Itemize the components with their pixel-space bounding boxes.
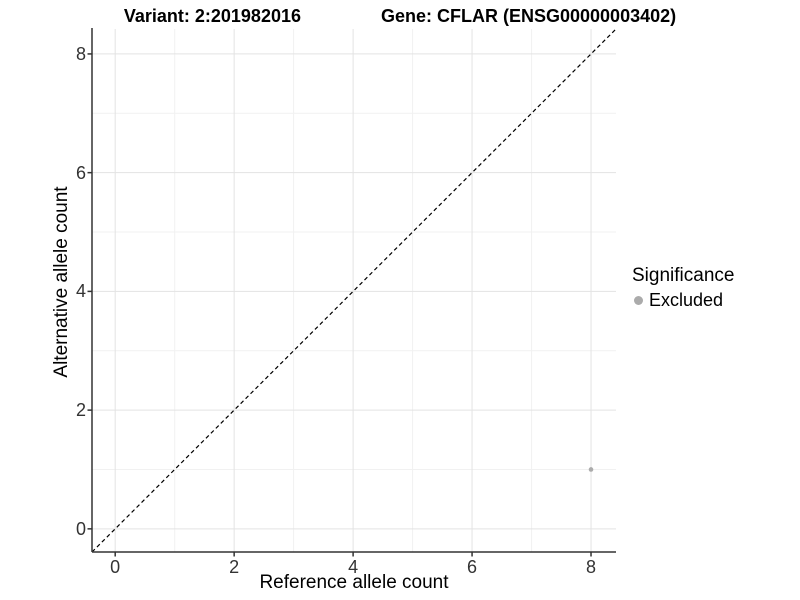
legend: Significance Excluded bbox=[632, 264, 734, 311]
x-tick-label: 8 bbox=[586, 557, 597, 577]
plot-panel bbox=[87, 28, 617, 557]
y-tick-label: 8 bbox=[75, 43, 86, 64]
x-axis-tick-labels: 0 2 4 6 8 bbox=[92, 557, 616, 577]
legend-item-label: Excluded bbox=[649, 290, 724, 310]
plot-title-variant: Variant: 2:201982016 bbox=[123, 6, 301, 26]
y-tick-label: 0 bbox=[75, 518, 86, 539]
y-axis-tick-labels: 0 2 4 6 8 bbox=[40, 29, 86, 552]
data-point-excluded bbox=[588, 467, 594, 472]
plot-area-svg bbox=[87, 28, 617, 557]
legend-point-icon bbox=[634, 295, 643, 305]
x-tick-label: 0 bbox=[110, 557, 121, 577]
x-tick-label: 6 bbox=[467, 557, 478, 577]
x-tick-label: 2 bbox=[229, 557, 240, 577]
identity-dashed-line bbox=[91, 28, 617, 553]
x-tick-label: 4 bbox=[348, 557, 359, 577]
y-tick-label: 6 bbox=[75, 162, 86, 183]
y-axis-title: Alternative allele count bbox=[51, 186, 72, 378]
plot-title-gene: Gene: CFLAR (ENSG00000003402) bbox=[381, 6, 677, 26]
legend-title: Significance bbox=[632, 265, 735, 286]
y-tick-label: 2 bbox=[75, 400, 86, 421]
y-tick-label: 4 bbox=[75, 281, 86, 302]
x-axis-title: Reference allele count bbox=[259, 572, 449, 593]
legend-item-excluded: Excluded bbox=[632, 289, 734, 311]
plot-title: Variant: 2:201982016 Gene: CFLAR (ENSG00… bbox=[0, 5, 800, 29]
